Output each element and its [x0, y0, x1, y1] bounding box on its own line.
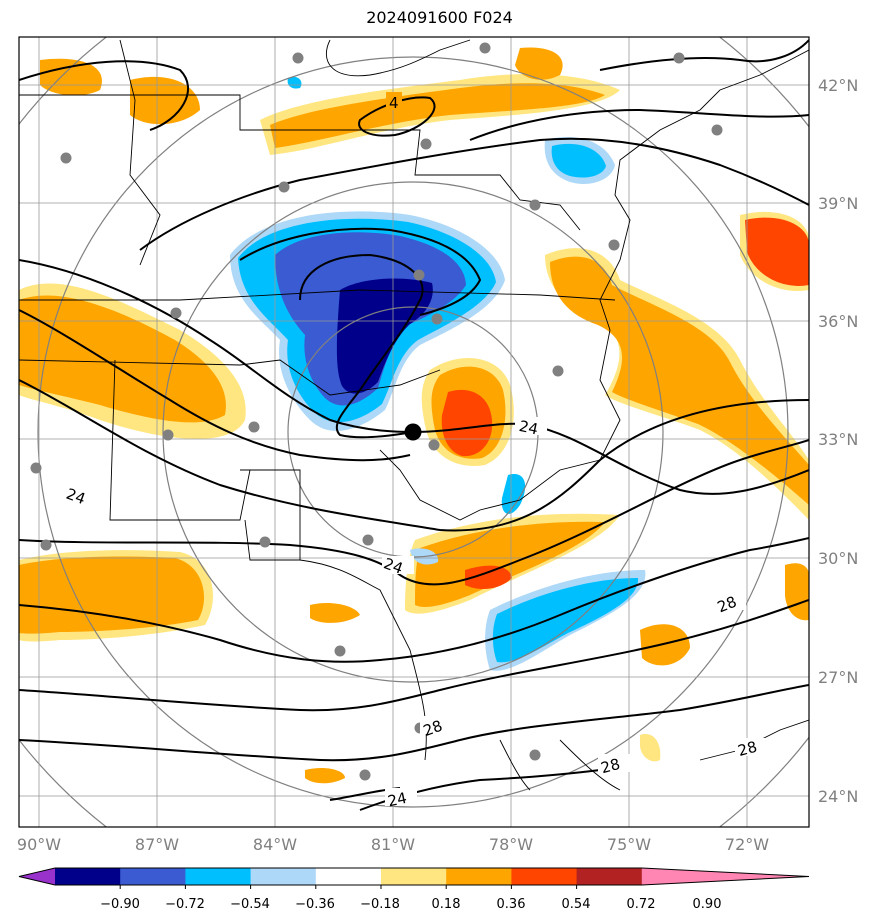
station-marker: [162, 429, 174, 441]
colorbar-tick-label: −0.36: [295, 897, 335, 912]
lat-label: 36°N: [818, 312, 858, 331]
colorbar-swatch: [120, 868, 186, 885]
colorbar-swatch: [315, 868, 382, 885]
lat-label: 27°N: [818, 668, 858, 687]
colorbar-tick-label: −0.54: [230, 897, 270, 912]
colorbar-swatch: [576, 868, 643, 885]
station-marker: [431, 313, 443, 325]
station-marker: [673, 52, 685, 64]
station-marker: [362, 534, 374, 546]
colorbar-tick-label: 0.72: [627, 897, 656, 912]
station-marker: [170, 307, 182, 319]
colorbar-tick-label: 0.90: [693, 897, 722, 912]
station-marker: [529, 749, 541, 761]
colorbar-extend-high: [641, 868, 809, 885]
contour-label: 24: [386, 789, 408, 811]
contour-label: 28: [715, 593, 739, 617]
colorbar-tick-label: 0.54: [562, 897, 591, 912]
colorbar-extend-low: [19, 868, 55, 885]
colorbar-swatch: [55, 868, 121, 885]
station-marker: [552, 365, 564, 377]
station-marker: [359, 769, 371, 781]
lon-label: 87°W: [135, 835, 179, 854]
colorbar-ticks: −0.90 −0.72 −0.54 −0.36 −0.18 0.18 0.36 …: [100, 897, 721, 912]
longitude-labels: 90°W 87°W 84°W 81°W 78°W 75°W 72°W: [17, 835, 769, 854]
colorbar-tick-label: 0.18: [432, 897, 461, 912]
colorbar-swatch: [511, 868, 578, 885]
contour-label: 28: [736, 738, 759, 760]
contour-label: 28: [421, 717, 445, 740]
contour-label: 28: [599, 755, 622, 777]
station-marker: [529, 199, 541, 211]
station-marker: [259, 536, 271, 548]
station-marker: [30, 462, 42, 474]
lat-label: 33°N: [818, 430, 858, 449]
station-marker: [608, 239, 620, 251]
lat-label: 42°N: [818, 76, 858, 95]
lon-label: 81°W: [371, 835, 415, 854]
station-marker: [248, 421, 260, 433]
lon-label: 75°W: [607, 835, 651, 854]
colorbar-swatch: [185, 868, 252, 885]
contour-label: 4: [389, 94, 399, 112]
station-marker: [40, 539, 52, 551]
lat-label: 30°N: [818, 549, 858, 568]
contour-label-group: 4 24 24 24 28 28 28 28 24: [62, 92, 767, 810]
coastlines-borders: [19, 39, 809, 791]
map-title: 2024091600 F024: [366, 8, 513, 27]
lat-label: 39°N: [818, 194, 858, 213]
station-marker: [420, 138, 432, 150]
colorbar-swatch: [250, 868, 317, 885]
station-marker: [60, 152, 72, 164]
station-marker: [278, 181, 290, 193]
contour-label: 24: [381, 554, 405, 577]
colorbar-outline: [18, 867, 810, 886]
colorbar-tick-label: −0.18: [360, 897, 400, 912]
storm-center-marker: [404, 423, 422, 441]
colorbar-swatches: [18, 867, 810, 889]
lat-label: 24°N: [818, 787, 858, 806]
colorbar-tick-label: −0.90: [100, 897, 140, 912]
colorbar: −0.90 −0.72 −0.54 −0.36 −0.18 0.18 0.36 …: [18, 867, 810, 912]
colorbar-swatch: [446, 868, 512, 885]
station-marker: [428, 439, 440, 451]
colorbar-tick-label: 0.36: [497, 897, 526, 912]
lon-label: 90°W: [17, 835, 61, 854]
station-marker: [711, 124, 723, 136]
contour-label: 24: [517, 417, 539, 439]
colorbar-tick-label: −0.72: [165, 897, 205, 912]
colorbar-swatch: [381, 868, 447, 885]
lon-label: 84°W: [253, 835, 297, 854]
map-frame: [18, 36, 810, 828]
contour-label: 24: [64, 485, 88, 508]
lon-label: 72°W: [725, 835, 769, 854]
station-marker: [479, 42, 491, 54]
lon-label: 78°W: [489, 835, 533, 854]
station-marker: [292, 52, 304, 64]
station-marker: [413, 269, 425, 281]
latitude-labels: 42°N 39°N 36°N 33°N 30°N 27°N 24°N: [818, 76, 858, 806]
station-marker: [334, 645, 346, 657]
